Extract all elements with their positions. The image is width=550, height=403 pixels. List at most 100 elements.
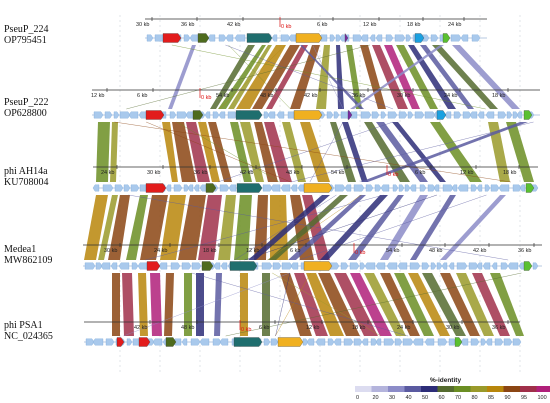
gene-arrow [183,34,191,42]
synteny-block [234,195,252,260]
synteny-block [252,45,300,109]
scale-tick-label: 30 kb [136,22,149,28]
gene-arrow [152,338,163,346]
gene-arrow [302,338,309,346]
synteny-link [171,44,486,110]
legend-label: 95 [521,395,527,401]
highlighted-gene [233,337,263,347]
scale-tick-label: 6 kb [317,22,327,28]
gene-arrow [444,111,452,119]
gene-arrow [280,34,291,42]
synteny-block [126,195,148,260]
gene-arrow [375,34,383,42]
legend-label: 30 [389,395,395,401]
scale-tick-label: 36 kb [194,170,207,176]
gene-arrow [290,184,298,192]
gene-arrow [433,184,440,192]
identity-legend: %-identity 0 20 30 40 50 60 70 80 85 90 95 100 [355,377,550,401]
gene-arrow [85,338,95,346]
synteny-block [294,273,328,336]
legend-swatch [487,386,504,392]
genome-label-2: PseuP_222 OP628800 [4,97,48,119]
synteny-block [218,45,266,109]
gene-arrow [436,262,443,270]
gene-arrow [181,262,192,270]
gene-arrow [516,111,523,119]
synteny-link [225,272,522,337]
highlighted-gene [436,110,447,120]
synteny-block [334,273,378,336]
gene-arrow [169,111,177,119]
gene-arrow [471,34,481,42]
highlighted-gene [236,183,263,193]
gene-arrow [386,262,398,270]
legend-swatch [388,386,405,392]
gene-arrow [290,262,299,270]
highlighted-gene [246,33,273,43]
synteny-block [336,45,344,109]
highlighted-gene [146,261,161,271]
gene-arrow [349,262,360,270]
legend-swatch [520,386,537,392]
gene-arrow [343,338,354,346]
gene-arrow [118,262,130,270]
gene-arrow [333,338,342,346]
gene-arrow [218,111,226,119]
gene-arrow [95,262,103,270]
gene-arrow [462,111,472,119]
synteny-link [225,44,394,110]
synteny-block [84,195,108,260]
gene-arrow [173,184,183,192]
synteny-block [380,273,420,336]
gene-arrow [130,184,140,192]
synteny-block [360,45,386,109]
gene-arrow [146,34,154,42]
scale-tick-label: 18 kb [407,22,420,28]
gene-arrow [361,338,369,346]
gene-arrow [119,111,131,119]
synteny-block [214,273,222,336]
gene-arrow [276,111,285,119]
synteny-block [254,195,268,260]
synteny-link [298,194,487,261]
synteny-link [272,272,382,337]
synteny-block [140,195,168,260]
synteny-block [196,273,204,336]
gene-arrow [280,184,291,192]
gene-arrow [165,184,172,192]
scale-tick-label: 6 kb [259,325,269,331]
highlighted-gene [145,183,167,193]
gene-arrow [460,34,469,42]
synteny-block [364,273,406,336]
gene-arrow [369,34,376,42]
highlighted-gene [303,261,333,271]
scale-tick-label: 36 kb [181,22,194,28]
gene-arrow [158,262,168,270]
gene-arrow [392,184,399,192]
legend-label: 40 [406,395,412,401]
scale-tick-label: 0 kb [388,172,398,178]
synteny-link [219,44,286,110]
legend-swatch [503,386,520,392]
synteny-link [228,44,291,110]
synteny-block [288,195,366,260]
gene-arrow [207,34,216,42]
scale-tick-label: 6 kb [290,248,300,254]
gene-arrow [271,34,278,42]
synteny-link [146,121,291,183]
highlighted-gene [523,261,533,271]
scale-tick-label: 36 kb [518,248,531,254]
gene-arrow [113,111,120,119]
gene-arrow [352,34,363,42]
synteny-block [236,45,286,109]
gene-arrow [360,111,372,119]
scale-tick-label: 30 kb [104,248,117,254]
scale-tick-label: 12 kb [363,22,376,28]
synteny-link [126,44,370,110]
gene-arrow [183,184,190,192]
gene-arrow [477,111,485,119]
synteny-block [350,273,392,336]
gene-arrow [213,262,221,270]
scale-tick-label: 18 kb [352,325,365,331]
gene-arrow [451,184,458,192]
